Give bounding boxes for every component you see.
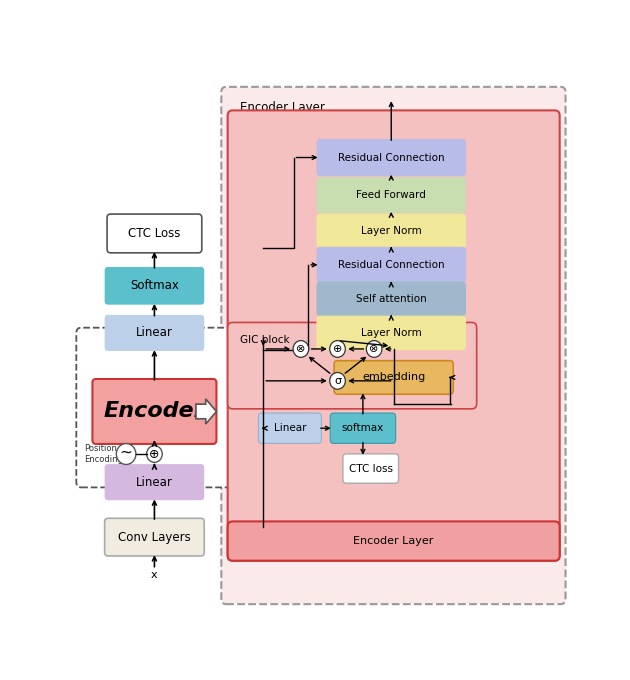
FancyBboxPatch shape — [76, 328, 232, 488]
FancyBboxPatch shape — [317, 139, 466, 175]
Circle shape — [117, 443, 136, 464]
Text: Layer Norm: Layer Norm — [361, 328, 421, 338]
Text: Encoder Layer: Encoder Layer — [353, 536, 434, 546]
Text: Softmax: Softmax — [130, 279, 179, 292]
FancyBboxPatch shape — [343, 454, 399, 483]
Text: ⊕: ⊕ — [333, 344, 342, 354]
FancyBboxPatch shape — [227, 322, 477, 409]
Text: ⊗: ⊗ — [369, 344, 379, 354]
FancyArrow shape — [196, 399, 217, 424]
FancyBboxPatch shape — [105, 315, 204, 351]
FancyBboxPatch shape — [317, 214, 466, 248]
Text: ⊗: ⊗ — [296, 344, 306, 354]
Text: Residual Connection: Residual Connection — [338, 152, 445, 163]
Text: embedding: embedding — [362, 373, 425, 382]
FancyBboxPatch shape — [105, 518, 204, 556]
Text: Linear: Linear — [273, 423, 306, 433]
Text: Linear: Linear — [136, 326, 173, 339]
Text: CTC loss: CTC loss — [349, 464, 392, 473]
Text: ~: ~ — [120, 445, 132, 460]
Circle shape — [366, 341, 382, 357]
FancyBboxPatch shape — [317, 282, 466, 316]
Text: Encoder: Encoder — [103, 401, 205, 422]
Text: Encoder Layer: Encoder Layer — [240, 101, 324, 114]
Circle shape — [329, 341, 345, 357]
Text: Self attention: Self attention — [356, 294, 427, 304]
Text: Residual Connection: Residual Connection — [338, 260, 445, 270]
FancyBboxPatch shape — [105, 267, 204, 305]
Circle shape — [329, 373, 345, 389]
Text: softmax: softmax — [342, 423, 384, 433]
FancyBboxPatch shape — [330, 413, 396, 443]
Circle shape — [293, 341, 309, 357]
FancyBboxPatch shape — [317, 248, 466, 282]
Text: Layer Norm: Layer Norm — [361, 226, 421, 236]
FancyBboxPatch shape — [221, 87, 566, 604]
Text: x: x — [151, 570, 158, 580]
FancyBboxPatch shape — [107, 214, 202, 253]
Text: Linear: Linear — [136, 475, 173, 489]
Circle shape — [147, 445, 163, 462]
Text: ⊕: ⊕ — [149, 447, 159, 460]
Text: Conv Layers: Conv Layers — [118, 530, 191, 543]
FancyBboxPatch shape — [258, 413, 321, 443]
FancyBboxPatch shape — [93, 379, 217, 444]
FancyBboxPatch shape — [334, 360, 453, 394]
FancyBboxPatch shape — [227, 522, 559, 561]
FancyBboxPatch shape — [317, 177, 466, 213]
FancyBboxPatch shape — [317, 316, 466, 350]
Text: Feed Forward: Feed Forward — [357, 190, 426, 200]
Text: GIC block: GIC block — [240, 335, 290, 345]
FancyBboxPatch shape — [105, 464, 204, 500]
FancyBboxPatch shape — [227, 110, 559, 561]
Text: Position
Encoding: Position Encoding — [84, 444, 122, 464]
Text: CTC Loss: CTC Loss — [129, 227, 181, 240]
Text: σ: σ — [334, 376, 341, 386]
